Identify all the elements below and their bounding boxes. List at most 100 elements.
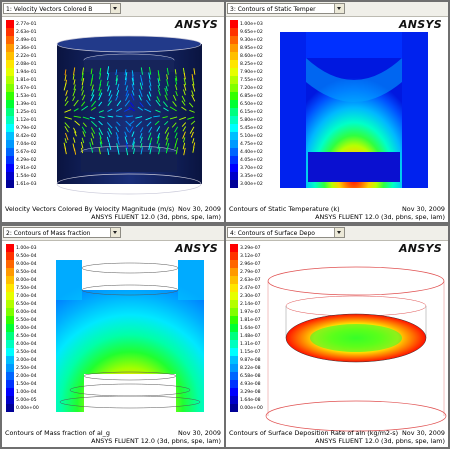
color-scale-swatch	[230, 84, 238, 93]
display-selector-dropdown[interactable]: 3: Contours of Static Temper	[227, 3, 345, 14]
chevron-down-icon[interactable]	[334, 4, 344, 13]
color-scale-label: 0.00e+00	[16, 405, 39, 411]
velocity-vector	[156, 126, 161, 132]
velocity-vector	[99, 141, 102, 148]
velocity-vector	[82, 131, 86, 137]
velocity-vector	[148, 72, 151, 80]
velocity-vector	[139, 82, 143, 90]
velocity-vector	[124, 72, 128, 81]
color-scale-swatch	[230, 92, 238, 101]
display-selector-dropdown[interactable]: 1: Velocity Vectors Colored B	[3, 3, 121, 14]
color-scale-swatch	[6, 116, 14, 125]
velocity-vector	[65, 132, 69, 141]
velocity-vector	[148, 126, 153, 133]
color-scale-swatch	[230, 156, 238, 165]
display-selector-dropdown[interactable]: 2: Contours of Mass fraction	[3, 227, 121, 238]
color-scale-swatch	[6, 380, 14, 389]
color-scale-label: 1.64e-08	[240, 397, 261, 403]
velocity-vector	[106, 80, 109, 87]
viewport-velocity-vectors[interactable]: 1: Velocity Vectors Colored B ANSYS 2.77…	[2, 2, 224, 222]
color-scale-swatch	[6, 332, 14, 341]
color-scale-swatch	[230, 300, 238, 309]
velocity-vector	[74, 131, 77, 137]
velocity-vector	[182, 137, 186, 143]
velocity-vector	[64, 74, 67, 81]
color-scale-swatch	[6, 316, 14, 325]
color-scale-label: 3.29e-07	[240, 245, 261, 251]
velocity-vector	[98, 120, 103, 126]
color-scale-label: 2.14e-07	[240, 301, 261, 307]
color-scale-swatch	[230, 148, 238, 157]
color-scale-label: 8.42e-02	[16, 133, 37, 139]
velocity-vector	[190, 120, 196, 125]
temperature-contour-plot	[280, 32, 428, 196]
color-scale-label: 9.30e+02	[240, 37, 263, 43]
color-scale-swatch	[230, 356, 238, 365]
velocity-vector	[169, 106, 177, 112]
caption-solver: ANSYS FLUENT 12.0 (3d, pbns, spe, lam)	[315, 213, 445, 221]
caption-date: Nov 30, 2009	[178, 205, 221, 213]
color-scale-swatch	[230, 348, 238, 357]
color-scale-swatch	[6, 100, 14, 109]
velocity-vector	[98, 132, 102, 139]
color-scale-label: 7.00e-04	[16, 293, 37, 299]
ansys-logo: ANSYS	[398, 242, 442, 255]
chevron-down-icon[interactable]	[334, 228, 344, 237]
color-scale-label: 4.05e+02	[240, 157, 263, 163]
color-scale-label: 2.77e-01	[16, 21, 37, 27]
velocity-vector	[174, 142, 177, 149]
velocity-vector	[135, 121, 142, 128]
caption-solver: ANSYS FLUENT 12.0 (3d, pbns, spe, lam)	[91, 213, 221, 221]
velocity-vector	[166, 74, 168, 80]
viewport-surface-deposition[interactable]: 4: Contours of Surface Depo ANSYS 3.29e-…	[226, 226, 448, 447]
velocity-vector	[174, 84, 178, 91]
velocity-vector	[157, 133, 160, 139]
viewport-header: 2: Contours of Mass fraction	[2, 226, 224, 241]
color-scale-swatch	[230, 44, 238, 53]
velocity-vector	[64, 69, 67, 76]
velocity-vector	[115, 126, 120, 133]
chevron-down-icon[interactable]	[110, 228, 120, 237]
color-scale-label: 5.00e-05	[16, 397, 37, 403]
velocity-vector	[125, 147, 129, 156]
color-scale-label: 6.15e+02	[240, 109, 263, 115]
color-scale-label: 5.50e-04	[16, 317, 37, 323]
color-scale-label: 1.12e-01	[16, 117, 37, 123]
velocity-vector	[147, 132, 152, 141]
display-selector-dropdown[interactable]: 4: Contours of Surface Depo	[227, 227, 345, 238]
velocity-vector	[64, 126, 69, 133]
velocity-vector	[131, 90, 135, 96]
color-scale-label: 1.67e-01	[16, 85, 37, 91]
ansys-logo: ANSYS	[398, 18, 442, 31]
color-scale-swatch	[6, 140, 14, 149]
chevron-down-icon[interactable]	[110, 4, 120, 13]
viewport-mass-fraction[interactable]: 2: Contours of Mass fraction ANSYS 1.00e…	[2, 226, 224, 447]
velocity-vector	[115, 75, 118, 82]
velocity-vector	[165, 86, 168, 92]
viewport-header: 1: Velocity Vectors Colored B	[2, 2, 224, 17]
color-scale-swatch	[6, 68, 14, 77]
velocity-vector	[91, 132, 95, 139]
velocity-vector	[191, 94, 196, 102]
color-scale-label: 9.00e-04	[16, 261, 37, 267]
velocity-vector	[107, 131, 111, 138]
color-scale-swatch	[230, 284, 238, 293]
color-scale-label: 1.50e-04	[16, 381, 37, 387]
velocity-vector	[166, 67, 169, 75]
velocity-vector	[99, 67, 102, 75]
velocity-vector	[139, 89, 143, 97]
velocity-vector	[64, 116, 72, 120]
velocity-vector	[179, 116, 186, 121]
velocity-vector	[165, 147, 168, 154]
color-scale-label: 2.30e-07	[240, 293, 261, 299]
color-scale-label: 4.93e-08	[240, 381, 261, 387]
velocity-vector	[98, 92, 103, 101]
color-scale-label: 1.00e-03	[16, 245, 37, 251]
caption-date: Nov 30, 2009	[178, 429, 221, 437]
velocity-vector	[115, 69, 118, 75]
velocity-vector	[99, 137, 103, 145]
velocity-vector	[81, 85, 84, 91]
velocity-vector	[90, 138, 94, 146]
velocity-vector	[73, 99, 79, 107]
viewport-static-temperature[interactable]: 3: Contours of Static Temper ANSYS 1.00e…	[226, 2, 448, 222]
